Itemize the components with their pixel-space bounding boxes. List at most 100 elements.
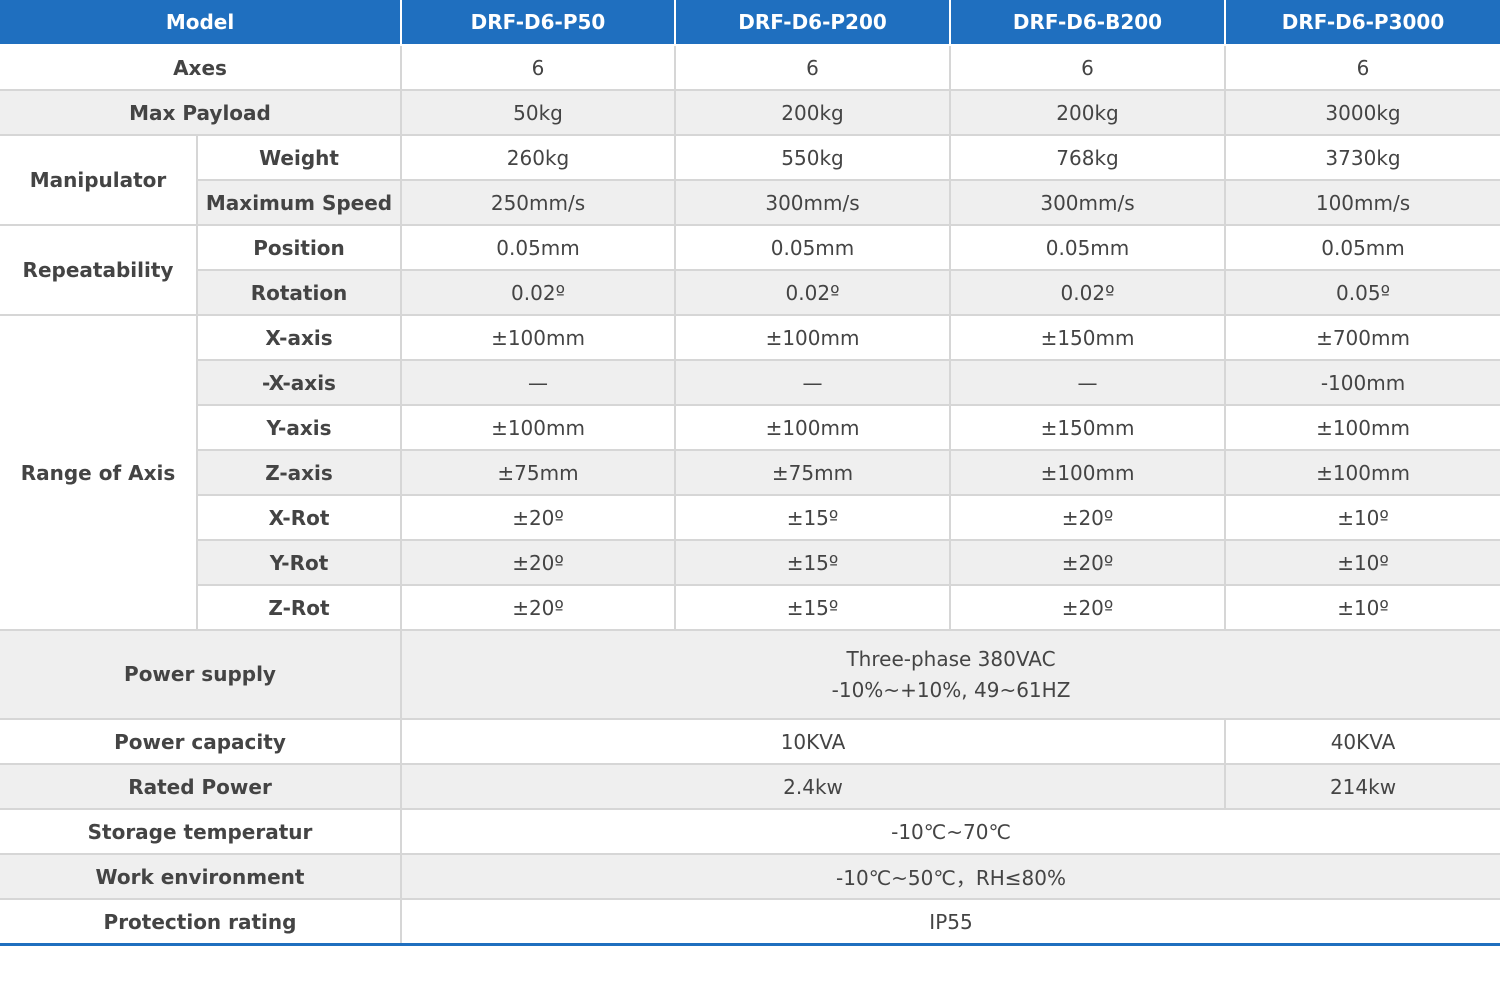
cell-value: ±15º (674, 494, 952, 541)
row-power-capacity: Power capacity 10KVA 40KVA (0, 718, 1500, 765)
row-repeatability-rotation: Rotation 0.02º 0.02º 0.02º 0.05º (0, 269, 1500, 316)
row-label: -X-axis (197, 359, 403, 406)
row-label: Rotation (197, 269, 403, 316)
cell-value: — (674, 359, 952, 406)
cell-value: ±20º (400, 539, 677, 586)
row-manipulator-speed: Maximum Speed 250mm/s 300mm/s 300mm/s 10… (0, 179, 1500, 226)
cell-value: 200kg (674, 89, 952, 136)
header-row: Model DRF-D6-P50 DRF-D6-P200 DRF-D6-B200… (0, 0, 1500, 46)
row-range-x-axis: Range of Axis X-axis ±100mm ±100mm ±150m… (0, 314, 1500, 631)
cell-value: 550kg (674, 134, 952, 181)
row-label: Max Payload (0, 89, 403, 136)
group-label-manipulator: Manipulator (0, 134, 198, 226)
cell-value: -100mm (1224, 359, 1500, 406)
row-max-payload: Max Payload 50kg 200kg 200kg 3000kg (0, 89, 1500, 136)
cell-value: ±20º (400, 494, 677, 541)
cell-value: ±100mm (1224, 404, 1500, 451)
cell-value: 6 (1224, 44, 1500, 91)
row-protection-rating: Protection rating IP55 (0, 898, 1500, 946)
cell-value: 10KVA (400, 718, 1227, 765)
cell-value: IP55 (400, 898, 1500, 946)
power-supply-line-1: Three-phase 380VAC (846, 646, 1056, 671)
cell-value: 768kg (949, 134, 1227, 181)
cell-value: 200kg (949, 89, 1227, 136)
cell-value: ±100mm (674, 404, 952, 451)
row-power-supply: Power supply Three-phase 380VAC -10%~+10… (0, 629, 1500, 720)
cell-value: ±150mm (949, 314, 1227, 361)
row-label: X-Rot (197, 494, 403, 541)
cell-value: 0.05mm (949, 224, 1227, 271)
row-axes: Axes 6 6 6 6 (0, 44, 1500, 91)
power-supply-value: Three-phase 380VAC -10%~+10%, 49~61HZ (400, 629, 1500, 720)
cell-value: -10℃~50℃，RH≤80% (400, 853, 1500, 900)
cell-value: ±700mm (1224, 314, 1500, 361)
spec-table: Model DRF-D6-P50 DRF-D6-P200 DRF-D6-B200… (0, 0, 1500, 946)
cell-value: — (400, 359, 677, 406)
row-label: Weight (195, 134, 403, 181)
cell-value: ±20º (949, 494, 1227, 541)
cell-value: 0.02º (949, 269, 1227, 316)
cell-value: ±100mm (400, 404, 677, 451)
row-label: Power capacity (0, 718, 403, 765)
cell-value: 2.4kw (400, 763, 1227, 810)
power-supply-line-2: -10%~+10%, 49~61HZ (831, 677, 1071, 702)
row-label: Storage temperatur (0, 808, 403, 855)
cell-value: ±100mm (1224, 449, 1500, 496)
row-label: Y-axis (197, 404, 403, 451)
cell-value: 0.05mm (400, 224, 677, 271)
cell-value: ±15º (674, 584, 952, 631)
row-manipulator-weight: Manipulator Weight 260kg 550kg 768kg 373… (0, 134, 1500, 226)
row-label: Z-axis (197, 449, 403, 496)
row-label: X-axis (195, 314, 403, 361)
row-label: Work environment (0, 853, 403, 900)
model-header: Model (0, 0, 403, 46)
group-label-range-of-axis: Range of Axis (0, 314, 198, 631)
row-label: Z-Rot (197, 584, 403, 631)
cell-value: ±10º (1224, 494, 1500, 541)
cell-value: ±150mm (949, 404, 1227, 451)
row-work-environment: Work environment -10℃~50℃，RH≤80% (0, 853, 1500, 900)
row-repeatability-position: Repeatability Position 0.05mm 0.05mm 0.0… (0, 224, 1500, 316)
model-name: DRF-D6-P3000 (1224, 0, 1500, 46)
cell-value: 3000kg (1224, 89, 1500, 136)
group-label-repeatability: Repeatability (0, 224, 198, 316)
row-label: Axes (0, 44, 403, 91)
model-name: DRF-D6-P50 (400, 0, 677, 46)
cell-value: 40KVA (1224, 718, 1500, 765)
row-range-y-rot: Y-Rot ±20º ±15º ±20º ±10º (0, 539, 1500, 586)
cell-value: ±75mm (674, 449, 952, 496)
cell-value: ±10º (1224, 539, 1500, 586)
row-range-neg-x-axis: -X-axis — — — -100mm (0, 359, 1500, 406)
cell-value: ±100mm (949, 449, 1227, 496)
cell-value: ±10º (1224, 584, 1500, 631)
cell-value: 0.02º (674, 269, 952, 316)
row-range-z-rot: Z-Rot ±20º ±15º ±20º ±10º (0, 584, 1500, 631)
cell-value: 0.02º (400, 269, 677, 316)
cell-value: 300mm/s (674, 179, 952, 226)
cell-value: 0.05mm (674, 224, 952, 271)
row-label: Y-Rot (197, 539, 403, 586)
cell-value: 3730kg (1224, 134, 1500, 181)
cell-value: ±20º (949, 539, 1227, 586)
cell-value: 300mm/s (949, 179, 1227, 226)
cell-value: 6 (949, 44, 1227, 91)
model-name: DRF-D6-B200 (949, 0, 1227, 46)
cell-value: ±15º (674, 539, 952, 586)
cell-value: 0.05º (1224, 269, 1500, 316)
cell-value: 214kw (1224, 763, 1500, 810)
cell-value: 100mm/s (1224, 179, 1500, 226)
row-label: Power supply (0, 629, 403, 720)
model-name: DRF-D6-P200 (674, 0, 952, 46)
cell-value: ±75mm (400, 449, 677, 496)
cell-value: ±20º (400, 584, 677, 631)
cell-value: ±100mm (674, 314, 952, 361)
row-range-y-axis: Y-axis ±100mm ±100mm ±150mm ±100mm (0, 404, 1500, 451)
cell-value: 260kg (400, 134, 677, 181)
row-label: Maximum Speed (197, 179, 403, 226)
cell-value: 0.05mm (1224, 224, 1500, 271)
row-range-x-rot: X-Rot ±20º ±15º ±20º ±10º (0, 494, 1500, 541)
row-label: Protection rating (0, 898, 403, 946)
row-storage-temperature: Storage temperatur -10℃~70℃ (0, 808, 1500, 855)
cell-value: -10℃~70℃ (400, 808, 1500, 855)
cell-value: 250mm/s (400, 179, 677, 226)
